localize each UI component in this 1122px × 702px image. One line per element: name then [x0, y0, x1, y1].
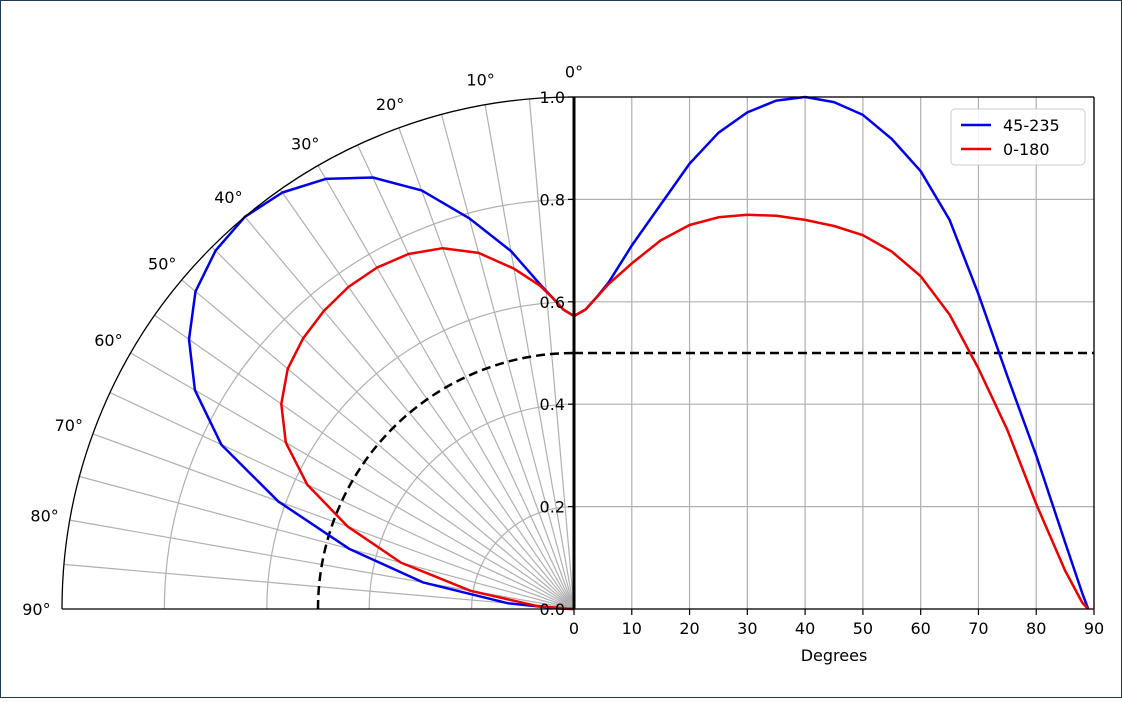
x-tick-label: 80: [1026, 619, 1046, 638]
x-axis-label: Degrees: [801, 646, 868, 665]
series-layer: [187, 95, 1094, 611]
legend-label: 45-235: [1003, 116, 1060, 135]
polar-spoke: [109, 392, 575, 610]
polar-spoke: [181, 279, 575, 610]
polar-angle-label: 40°: [214, 188, 242, 207]
polar-angle-label: 0°: [565, 62, 583, 81]
y-tick-label: 0.2: [540, 498, 565, 517]
polar-arc: [163, 198, 575, 610]
polar-angle-label: 80°: [30, 507, 58, 526]
y-tick-label: 1.0: [540, 88, 565, 107]
y-tick-label: 0.6: [540, 293, 565, 312]
x-tick-label: 20: [679, 619, 699, 638]
polar-spoke: [79, 475, 575, 610]
series-2-polar-curve: [280, 246, 575, 611]
x-tick-label: 50: [853, 619, 873, 638]
x-tick-label: 0: [569, 619, 579, 638]
polar-spoke: [440, 114, 575, 610]
x-tick-label: 40: [795, 619, 815, 638]
legend-box: [950, 108, 1086, 166]
polar-angle-label: 90°: [22, 600, 50, 619]
polar-angle-label: 20°: [376, 95, 404, 114]
x-tick-label: 10: [622, 619, 642, 638]
x-tick-label: 90: [1084, 619, 1104, 638]
legend: 45-235 0-180: [950, 108, 1086, 166]
y-tick-label: 0.4: [540, 395, 565, 414]
x-tick-label: 60: [910, 619, 930, 638]
polar-angle-label: 30°: [291, 134, 319, 153]
polar-angle-label: 10°: [466, 71, 494, 90]
axes-layer: [61, 96, 1095, 615]
polar-angle-label: 70°: [55, 416, 83, 435]
x-tick-label: 30: [737, 619, 757, 638]
polar-arc: [471, 506, 575, 610]
series-2-line: [573, 213, 1090, 610]
series-1-line: [573, 95, 1090, 610]
polar-grid: [63, 98, 575, 610]
series-1-polar-curve: [187, 176, 575, 611]
legend-label: 0-180: [1003, 140, 1050, 159]
y-tick-label: 0.0: [540, 600, 565, 619]
x-tick-label: 70: [968, 619, 988, 638]
polar-arc: [266, 301, 575, 610]
y-tick-label: 0.8: [540, 190, 565, 209]
polar-arc: [368, 403, 575, 610]
polar-spoke: [357, 144, 575, 610]
polar-reference-arc: [316, 351, 575, 610]
polar-angle-label: 60°: [94, 331, 122, 350]
labels-layer: 0 10 20 30 40 50 60 70 80 90 0.0 0.2 0.4 0.6 0.8 1.0 Deg…: [22, 62, 1104, 665]
polar-angle-label: 50°: [148, 254, 176, 273]
polar-spoke: [244, 216, 575, 610]
polar-outer-arc: [61, 96, 575, 610]
